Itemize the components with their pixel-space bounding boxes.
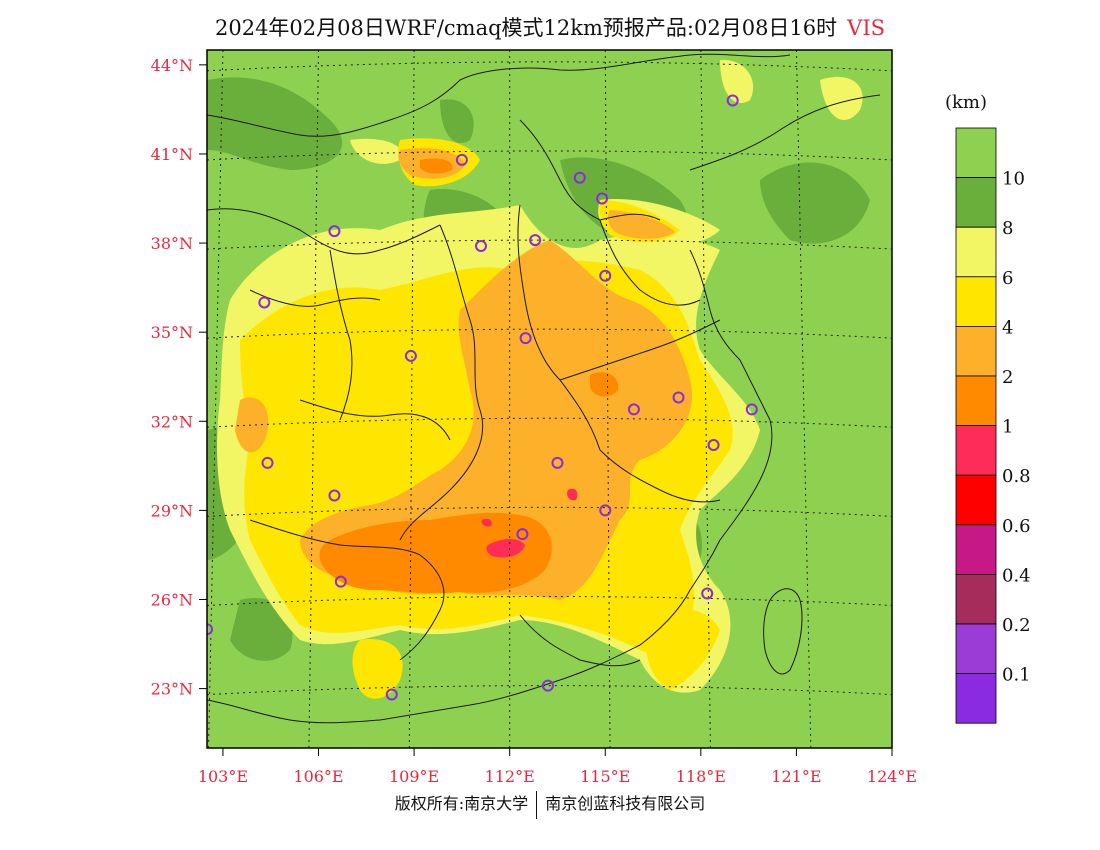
parallel-line (207, 328, 892, 339)
meridian-line (208, 50, 224, 748)
station-marker (573, 171, 586, 184)
latitude-axis: 44°N 41°N 38°N 35°N 32°N 29°N 26°N 23°N (151, 56, 207, 699)
station-markers (207, 94, 758, 701)
map-title: 2024年02月08日WRF/cmaq模式12km预报产品:02月08日16时 V… (0, 12, 1100, 42)
legend-level-label: 0.1 (1002, 665, 1031, 686)
station-marker (672, 391, 685, 404)
station-marker (207, 623, 213, 636)
station-marker (599, 269, 612, 282)
legend-color-box (955, 574, 997, 625)
parallel-line (207, 150, 892, 161)
legend-color-box (955, 673, 997, 724)
legend-level-label: 0.2 (1002, 615, 1031, 636)
parallel-line (207, 596, 892, 606)
parallel-line (207, 417, 892, 428)
legend-level-label: 0.6 (1002, 516, 1031, 537)
parallel-line (207, 685, 892, 696)
parallel-line (207, 239, 892, 250)
lat-tick-label: 38°N (151, 234, 193, 253)
station-marker (707, 439, 720, 452)
meridian-line (604, 50, 611, 748)
lat-tick-label: 35°N (151, 323, 193, 342)
legend-level-label: 4 (1002, 317, 1013, 338)
map-frame (206, 49, 893, 749)
station-marker (529, 234, 542, 247)
meridian-line (795, 50, 812, 748)
visibility-zone-0.8km (481, 488, 578, 558)
lat-tick-label: 41°N (151, 145, 193, 164)
legend-level-label: 1 (1002, 417, 1013, 438)
graticule-lines (207, 50, 892, 748)
map-plot-area (207, 50, 892, 748)
station-marker (541, 679, 554, 692)
station-marker (258, 296, 271, 309)
station-marker (596, 192, 609, 205)
boundary-lines (207, 53, 881, 724)
station-marker (261, 456, 274, 469)
parallel-line (207, 61, 892, 72)
station-marker (455, 153, 468, 166)
title-variable: VIS (847, 16, 886, 40)
legend-level-label: 6 (1002, 268, 1013, 289)
station-marker (551, 456, 564, 469)
copyright-left: 版权所有:南京大学 (394, 794, 529, 813)
station-marker (385, 688, 398, 701)
copyright-footer: 版权所有:南京大学 南京创蓝科技有限公司 (0, 790, 1100, 819)
legend-level-label: 8 (1002, 218, 1013, 239)
legend-color-box (955, 276, 997, 327)
station-marker (475, 240, 487, 253)
lon-tick-label: 106°E (293, 767, 343, 786)
footer-divider (536, 790, 538, 819)
legend-color-box (955, 226, 997, 278)
copyright-right: 南京创蓝科技有限公司 (545, 794, 706, 813)
lon-tick-label: 118°E (676, 767, 726, 786)
legend-color-box (955, 177, 997, 228)
lon-tick-label: 112°E (485, 767, 535, 786)
legend-level-label: 10 (1002, 169, 1025, 190)
lon-tick-label: 115°E (580, 767, 630, 786)
station-marker (701, 587, 714, 600)
legend-color-box (955, 127, 997, 178)
title-text: 2024年02月08日WRF/cmaq模式12km预报产品:02月08日16时 (214, 16, 838, 40)
station-marker (328, 489, 341, 502)
legend-unit-label: (km) (945, 92, 987, 113)
meridian-line (891, 50, 892, 69)
station-marker (627, 403, 640, 416)
legend-level-label: 2 (1002, 367, 1013, 388)
station-marker (334, 575, 347, 588)
station-marker (516, 528, 529, 541)
station-marker (519, 332, 532, 345)
legend-color-box (955, 623, 997, 674)
station-marker (404, 349, 417, 362)
station-marker (599, 504, 612, 517)
meridian-line (408, 50, 415, 748)
legend-color-box (955, 474, 997, 526)
lat-tick-label: 29°N (151, 501, 193, 520)
lat-tick-label: 23°N (151, 680, 193, 699)
lon-tick-label: 109°E (389, 767, 439, 786)
legend-level-label: 0.8 (1002, 466, 1031, 487)
parallel-line (207, 506, 892, 517)
legend-color-box (955, 325, 997, 377)
legend-level-label: 0.4 (1002, 565, 1031, 586)
lat-tick-label: 44°N (151, 56, 193, 75)
legend-color-box (955, 375, 997, 426)
legend-color-box (955, 524, 997, 575)
lon-tick-label: 103°E (198, 767, 248, 786)
legend-color-box (955, 425, 997, 476)
lon-tick-label: 124°E (867, 767, 917, 786)
meridian-line (700, 50, 711, 748)
meridian-line (308, 50, 320, 748)
station-marker (726, 94, 739, 107)
station-marker (328, 225, 341, 238)
lat-tick-label: 32°N (151, 412, 193, 431)
station-marker (745, 403, 758, 416)
colorbar-legend: (km) 10 8 6 4 2 1 0.8 0.6 0.4 0.2 0.1 (945, 92, 1031, 724)
visibility-zone-1km (319, 158, 619, 594)
lat-tick-label: 26°N (151, 590, 193, 609)
visibility-field (207, 59, 870, 699)
lon-tick-label: 121°E (771, 767, 821, 786)
longitude-axis: 103°E 106°E 109°E 112°E 115°E 118°E 121°E 124°E (198, 748, 917, 786)
